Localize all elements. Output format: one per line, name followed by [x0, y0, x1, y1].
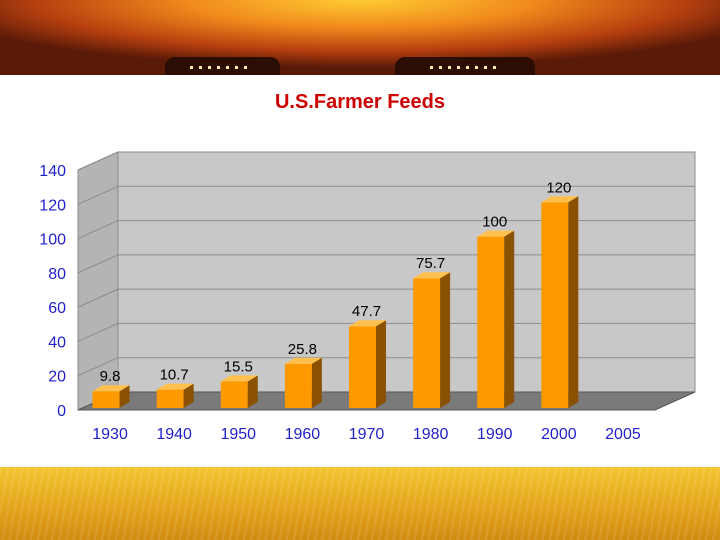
gridline — [77, 151, 119, 171]
gridline — [77, 357, 119, 377]
value-label: 9.8 — [100, 368, 121, 385]
bar-top — [413, 272, 451, 279]
y-tick-label: 20 — [48, 369, 66, 386]
x-tick-label: 1990 — [477, 426, 513, 443]
bar-top — [477, 230, 515, 237]
bars — [92, 196, 579, 408]
x-axis-labels: 1930 1940 1950 1960 1970 1980 1990 2000 2005 — [92, 426, 641, 443]
y-tick-label: 0 — [57, 403, 66, 420]
bar-side — [183, 383, 194, 408]
chart-title: U.S.Farmer Feeds — [274, 91, 446, 113]
gridline — [77, 288, 119, 308]
x-tick-label: 1970 — [349, 426, 385, 443]
bar — [156, 389, 184, 408]
x-tick-label: 1930 — [92, 426, 128, 443]
x-tick-label: 1960 — [285, 426, 321, 443]
bar-side — [568, 196, 579, 408]
gridline — [77, 254, 119, 274]
bar-top — [349, 320, 386, 327]
value-label: 100 — [482, 214, 507, 231]
bar — [477, 236, 505, 408]
header-sunset-banner — [0, 0, 720, 75]
bar-top — [156, 383, 194, 390]
bar — [284, 363, 312, 408]
x-tick-label: 1940 — [156, 426, 192, 443]
gridline — [77, 322, 119, 342]
bar-side — [119, 385, 130, 408]
x-tick-label: 2005 — [605, 426, 641, 443]
y-tick-label: 80 — [48, 266, 66, 283]
footer-grain-banner — [0, 467, 720, 540]
bar-top — [541, 196, 579, 203]
bar — [220, 381, 248, 408]
y-tick-label: 120 — [39, 197, 66, 214]
value-label: 120 — [546, 179, 571, 196]
bar-side — [247, 375, 258, 408]
y-tick-label: 140 — [39, 163, 66, 180]
value-labels: 9.8 10.7 15.5 25.8 47.7 75.7 100 120 — [100, 179, 572, 385]
y-axis-labels: 0 20 40 60 80 100 120 140 — [39, 163, 66, 420]
gridline — [77, 185, 119, 205]
x-tick-label: 1980 — [413, 426, 449, 443]
grid-lines — [77, 151, 695, 377]
bar-side — [376, 320, 386, 408]
bar — [349, 326, 376, 408]
x-tick-label: 2000 — [541, 426, 577, 443]
y-tick-label: 40 — [48, 334, 66, 351]
value-label: 75.7 — [416, 255, 445, 272]
bar-side — [504, 230, 515, 408]
bar-top — [92, 385, 130, 392]
value-label: 10.7 — [160, 367, 189, 384]
harvester-lights — [430, 66, 500, 69]
bar-side — [440, 272, 451, 408]
value-label: 47.7 — [352, 303, 381, 320]
bar — [92, 391, 120, 408]
bar-top — [220, 375, 258, 382]
harvester-lights — [190, 66, 250, 69]
value-label: 25.8 — [288, 341, 317, 358]
y-tick-label: 100 — [39, 232, 66, 249]
value-label: 15.5 — [224, 358, 253, 375]
x-tick-label: 1950 — [220, 426, 256, 443]
bar — [541, 202, 569, 408]
back-wall — [117, 151, 696, 393]
y-tick-label: 60 — [48, 300, 66, 317]
bar — [413, 278, 441, 408]
bar-side — [311, 357, 322, 408]
gridline — [77, 220, 119, 240]
bar-top — [284, 357, 322, 364]
